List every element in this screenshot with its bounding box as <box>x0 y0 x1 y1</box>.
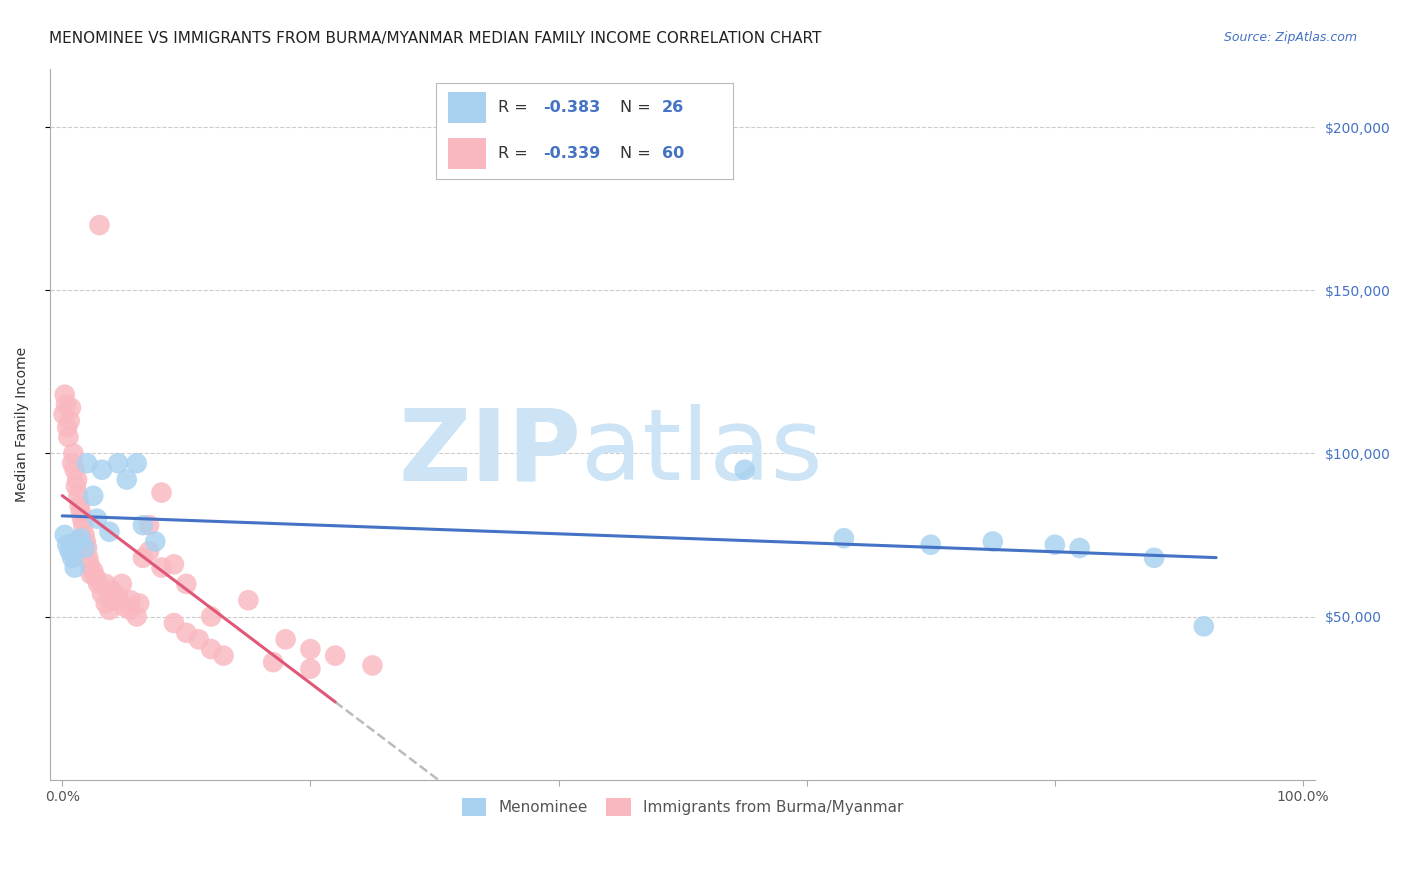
Point <box>981 534 1004 549</box>
Point <box>187 632 209 647</box>
Point <box>82 564 104 578</box>
Point <box>69 499 91 513</box>
Point <box>1192 619 1215 633</box>
Text: atlas: atlas <box>581 404 823 501</box>
Point <box>274 632 297 647</box>
Point <box>1069 541 1091 555</box>
Point <box>361 658 384 673</box>
Point <box>70 505 93 519</box>
Legend: Menominee, Immigrants from Burma/Myanmar: Menominee, Immigrants from Burma/Myanmar <box>453 789 912 825</box>
Point <box>86 511 108 525</box>
Point <box>87 577 110 591</box>
Point <box>56 420 79 434</box>
Point <box>120 593 142 607</box>
Point <box>76 456 98 470</box>
Point <box>60 456 83 470</box>
Point <box>262 655 284 669</box>
Point <box>138 544 160 558</box>
Point <box>323 648 346 663</box>
Point <box>59 401 82 415</box>
Point <box>107 590 129 604</box>
Point <box>176 577 198 591</box>
Point <box>1043 538 1066 552</box>
Point <box>55 397 77 411</box>
Point <box>67 489 90 503</box>
Point <box>70 511 93 525</box>
Point <box>66 534 89 549</box>
Point <box>60 550 83 565</box>
Point <box>98 603 121 617</box>
Point <box>53 528 76 542</box>
Point <box>52 407 75 421</box>
Point <box>91 463 114 477</box>
Point <box>107 456 129 470</box>
Point <box>80 567 103 582</box>
Point <box>77 550 100 565</box>
Point <box>832 531 855 545</box>
Point <box>299 662 322 676</box>
Point <box>53 387 76 401</box>
Point <box>62 446 84 460</box>
Text: MENOMINEE VS IMMIGRANTS FROM BURMA/MYANMAR MEDIAN FAMILY INCOME CORRELATION CHAR: MENOMINEE VS IMMIGRANTS FROM BURMA/MYANM… <box>49 31 821 46</box>
Point <box>111 577 134 591</box>
Point <box>125 609 148 624</box>
Point <box>91 587 114 601</box>
Point <box>72 518 94 533</box>
Y-axis label: Median Family Income: Median Family Income <box>15 346 30 501</box>
Point <box>200 609 222 624</box>
Point <box>125 456 148 470</box>
Point <box>94 597 117 611</box>
Point <box>143 534 166 549</box>
Point <box>920 538 942 552</box>
Point <box>101 583 124 598</box>
Point <box>150 560 173 574</box>
Point <box>94 577 117 591</box>
Point <box>73 541 96 555</box>
Point <box>163 558 186 572</box>
Point <box>89 218 111 232</box>
Point <box>734 463 756 477</box>
Point <box>66 473 89 487</box>
Point <box>120 603 142 617</box>
Point <box>63 560 86 574</box>
Point <box>79 558 101 572</box>
Point <box>58 430 80 444</box>
Text: ZIP: ZIP <box>398 404 581 501</box>
Point <box>84 570 107 584</box>
Point <box>73 528 96 542</box>
Point <box>63 463 86 477</box>
Point <box>70 531 93 545</box>
Point <box>65 479 87 493</box>
Point <box>115 473 138 487</box>
Point <box>200 642 222 657</box>
Point <box>128 597 150 611</box>
Point <box>59 544 82 558</box>
Point <box>132 550 155 565</box>
Point <box>112 599 135 614</box>
Point <box>1143 550 1166 565</box>
Point <box>75 534 97 549</box>
Text: Source: ZipAtlas.com: Source: ZipAtlas.com <box>1223 31 1357 45</box>
Point <box>103 593 125 607</box>
Point <box>82 489 104 503</box>
Point <box>163 615 186 630</box>
Point <box>299 642 322 657</box>
Point <box>56 538 79 552</box>
Point <box>59 414 82 428</box>
Point <box>98 524 121 539</box>
Point <box>132 518 155 533</box>
Point <box>176 625 198 640</box>
Point <box>76 541 98 555</box>
Point <box>138 518 160 533</box>
Point <box>238 593 260 607</box>
Point <box>212 648 235 663</box>
Point <box>150 485 173 500</box>
